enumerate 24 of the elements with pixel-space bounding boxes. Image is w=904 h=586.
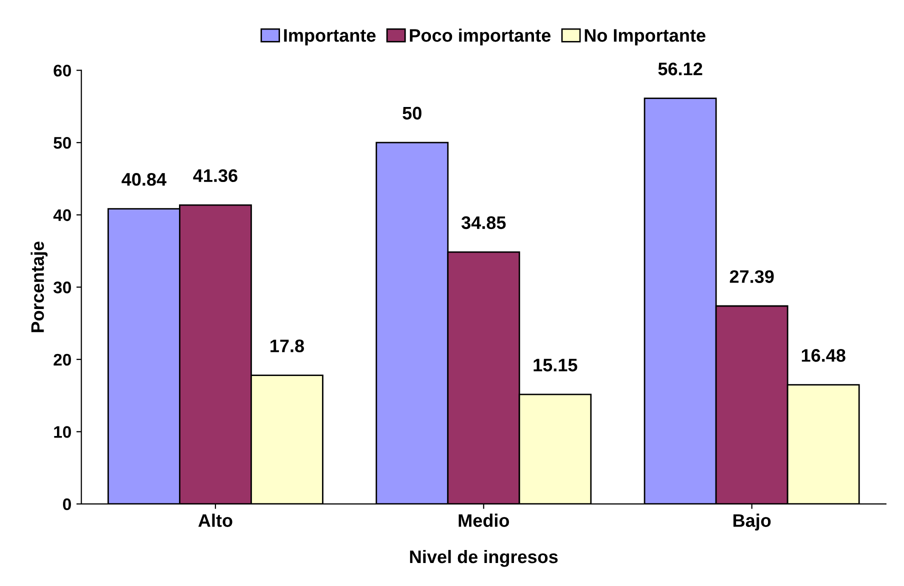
y-tick-label: 60	[54, 64, 71, 77]
data-label: 17.8	[270, 340, 304, 352]
y-tick-label: 0	[63, 498, 71, 510]
x-axis-title: Nivel de ingresos	[410, 550, 558, 567]
data-label: 27.39	[730, 270, 774, 284]
y-tick-label: 50	[54, 136, 71, 149]
y-tick-label: 20	[54, 354, 71, 366]
x-tick-label: Alto	[198, 514, 232, 527]
data-label: 16.48	[802, 349, 846, 362]
x-tick-label: Bajo	[733, 514, 771, 531]
legend-label: No Importante	[584, 29, 706, 46]
legend-label: Importante	[284, 29, 376, 46]
y-tick-label: 30	[53, 282, 71, 294]
data-label: 15.15	[534, 358, 578, 372]
y-tick-label: 10	[54, 426, 71, 438]
data-label: 40.84	[122, 172, 166, 186]
data-label: 56.12	[658, 62, 702, 76]
data-label: 41.36	[193, 169, 238, 182]
data-label: 34.85	[461, 216, 506, 230]
x-tick-label: Medio	[458, 514, 510, 527]
y-tick-label: 40	[53, 209, 71, 222]
y-axis-title: Porcentaje	[30, 242, 48, 332]
data-label: 50	[402, 106, 422, 120]
legend-label: Poco importante	[410, 28, 551, 46]
